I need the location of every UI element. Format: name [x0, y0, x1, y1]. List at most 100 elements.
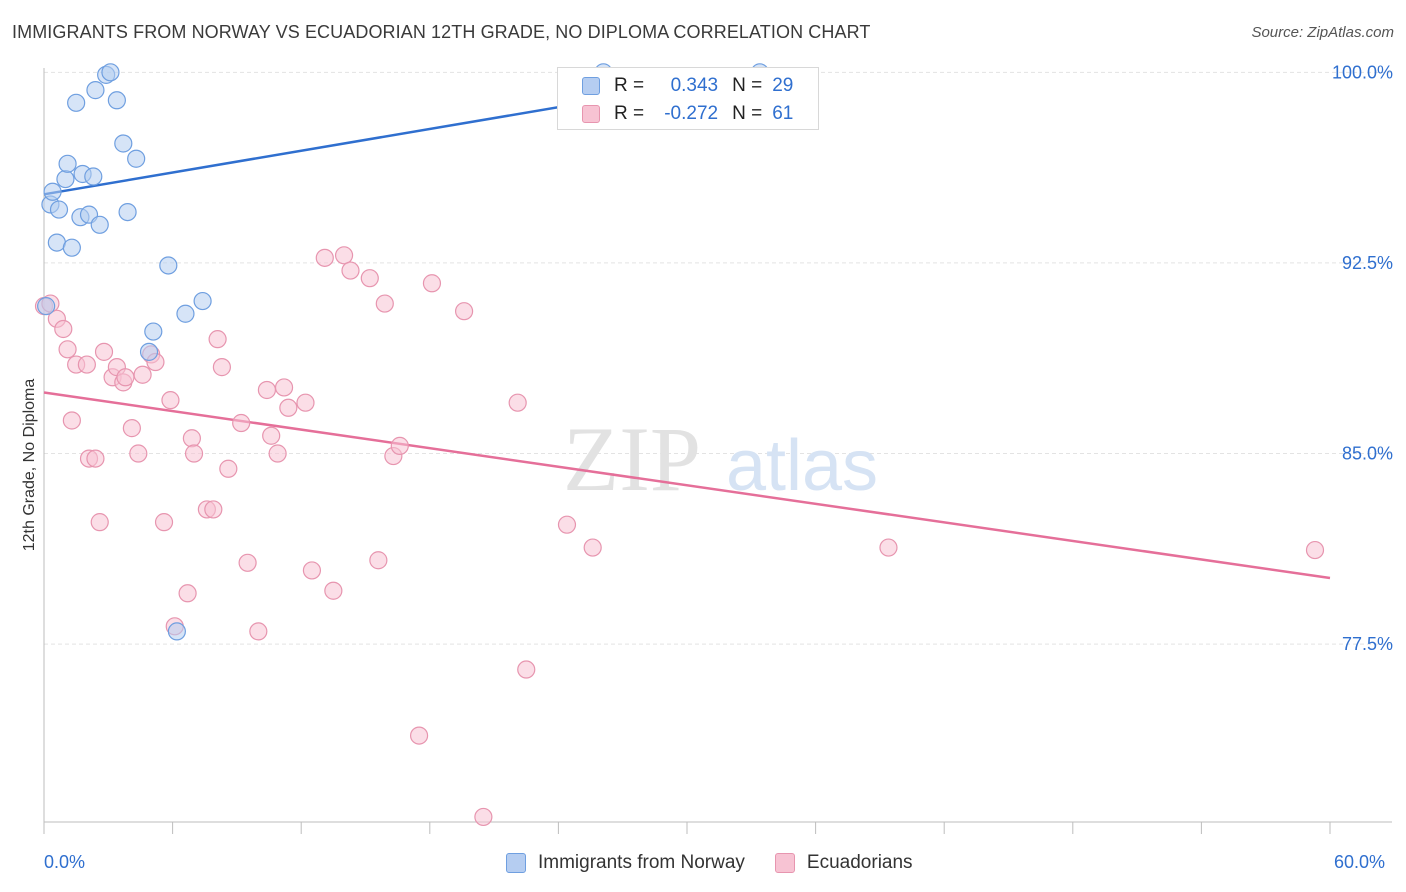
- ecuadorian-point: [474, 807, 493, 827]
- chart-title: IMMIGRANTS FROM NORWAY VS ECUADORIAN 12T…: [12, 22, 871, 42]
- ecuadorian-point: [90, 513, 109, 532]
- stats-legend: R = 0.343 N = 29 R = -0.272 N = 61: [557, 67, 819, 130]
- ecuadorian-point: [161, 391, 180, 410]
- watermark: ZIP atlas: [563, 408, 878, 510]
- ecuadorian-point: [219, 459, 238, 478]
- norway-point: [37, 297, 56, 316]
- legend-label: Immigrants from Norway: [538, 852, 745, 873]
- norway-point: [176, 304, 195, 323]
- norway-point: [101, 63, 120, 82]
- ecuadorian-point: [1305, 540, 1325, 560]
- ecuadorian-point: [390, 436, 409, 455]
- ecuadorian-point: [296, 393, 315, 412]
- n-label: N =: [732, 75, 763, 96]
- norway-point: [159, 256, 178, 275]
- ecuadorian-point: [315, 248, 334, 267]
- source-label: Source: ZipAtlas.com: [1251, 24, 1394, 41]
- ecuadorian-point: [77, 355, 96, 374]
- ecuadorian-point: [341, 261, 360, 280]
- ecuadorian-point: [86, 449, 105, 468]
- ecuadorian-point: [208, 330, 227, 349]
- n-value: 61: [772, 103, 794, 124]
- ecuadorian-point: [133, 365, 152, 384]
- norway-point: [127, 149, 146, 168]
- norway-point: [56, 169, 75, 189]
- stats-row-ecuadorians: R = -0.272 N = 61: [582, 101, 793, 127]
- ecuadorian-point: [557, 515, 577, 534]
- legend-item-ecuadorians[interactable]: Ecuadorians: [774, 852, 913, 874]
- norway-point: [67, 93, 86, 112]
- norway-point: [43, 182, 62, 201]
- watermark-atlas: atlas: [726, 426, 878, 506]
- stats-row-norway: R = 0.343 N = 29: [582, 73, 793, 99]
- y-tick-label: 77.5%: [1342, 634, 1393, 654]
- ecuadorian-point: [517, 660, 536, 679]
- ecuadorian-point: [212, 358, 231, 377]
- ecuadorian-point: [262, 426, 281, 445]
- norway-point: [49, 200, 69, 219]
- norway-swatch: [506, 853, 526, 873]
- ecuadorian-point: [879, 538, 898, 557]
- ecuadorian-point: [129, 444, 148, 463]
- x-axis-min-label: 0.0%: [44, 852, 86, 872]
- ecuadorian-point: [182, 429, 201, 448]
- r-value: 0.343: [670, 75, 719, 96]
- y-tick-label: 85.0%: [1342, 444, 1393, 464]
- ecuadorian-point: [204, 500, 223, 519]
- norway-point: [144, 322, 163, 341]
- ecuadorian-point: [324, 581, 343, 600]
- ecuadorian-point: [62, 411, 81, 430]
- ecuadorian-point: [279, 398, 298, 417]
- norway-point: [62, 238, 81, 257]
- y-tick-label: 100.0%: [1332, 62, 1393, 82]
- norway-point: [193, 291, 212, 311]
- norway-point: [58, 154, 77, 173]
- r-value: -0.272: [664, 103, 719, 124]
- ecuadorians-swatch: [582, 105, 600, 123]
- norway-point: [90, 215, 109, 234]
- r-label: R =: [614, 75, 645, 96]
- watermark-zip: ZIP: [563, 408, 701, 510]
- y-axis-label-wrap: 12th Grade, No Diploma: [10, 355, 50, 575]
- x-axis-max-label: 60.0%: [1334, 852, 1386, 872]
- ecuadorian-point: [360, 269, 379, 288]
- ecuadorian-point: [268, 444, 287, 463]
- r-label: R =: [614, 103, 645, 124]
- ecuadorian-point: [122, 419, 141, 438]
- ecuadorian-point: [116, 368, 135, 387]
- ecuadorian-point: [409, 726, 429, 745]
- ecuadorian-point: [422, 274, 442, 293]
- tick-labels: 100.0% 92.5% 85.0% 77.5%: [1332, 62, 1393, 654]
- ecuadorian-point: [94, 342, 114, 361]
- ecuadorian-point: [54, 319, 73, 339]
- norway-point: [107, 91, 126, 110]
- ecuadorian-point: [334, 246, 354, 265]
- ecuadorian-point: [154, 513, 174, 532]
- ecuadorian-point: [232, 413, 251, 433]
- norway-point: [84, 167, 103, 186]
- n-label: N =: [732, 103, 763, 124]
- ecuadorian-point: [508, 393, 527, 412]
- norway-point: [167, 622, 186, 641]
- ecuadorian-point: [274, 378, 294, 397]
- ecuadorian-point: [178, 584, 197, 603]
- ecuadorian-point: [454, 302, 474, 321]
- ecuadorian-point: [302, 561, 322, 580]
- ecuadorian-point: [375, 294, 394, 313]
- ecuadorians-trend-line: [43, 391, 1331, 580]
- norway-point: [86, 81, 105, 100]
- ecuadorian-point: [58, 340, 77, 359]
- legend-label: Ecuadorians: [806, 852, 913, 873]
- ecuadorians-swatch: [774, 853, 795, 873]
- n-value: 29: [772, 75, 794, 96]
- ecuadorian-point: [238, 553, 257, 572]
- norway-point: [118, 202, 137, 222]
- legend-item-norway[interactable]: Immigrants from Norway: [506, 852, 745, 874]
- ecuadorian-point: [369, 551, 388, 570]
- y-tick-label: 92.5%: [1342, 253, 1393, 273]
- y-axis-label: 12th Grade, No Diploma: [21, 378, 38, 552]
- ecuadorian-point: [184, 444, 204, 463]
- norway-point: [139, 342, 159, 361]
- series-legend: Immigrants from Norway Ecuadorians: [506, 852, 943, 874]
